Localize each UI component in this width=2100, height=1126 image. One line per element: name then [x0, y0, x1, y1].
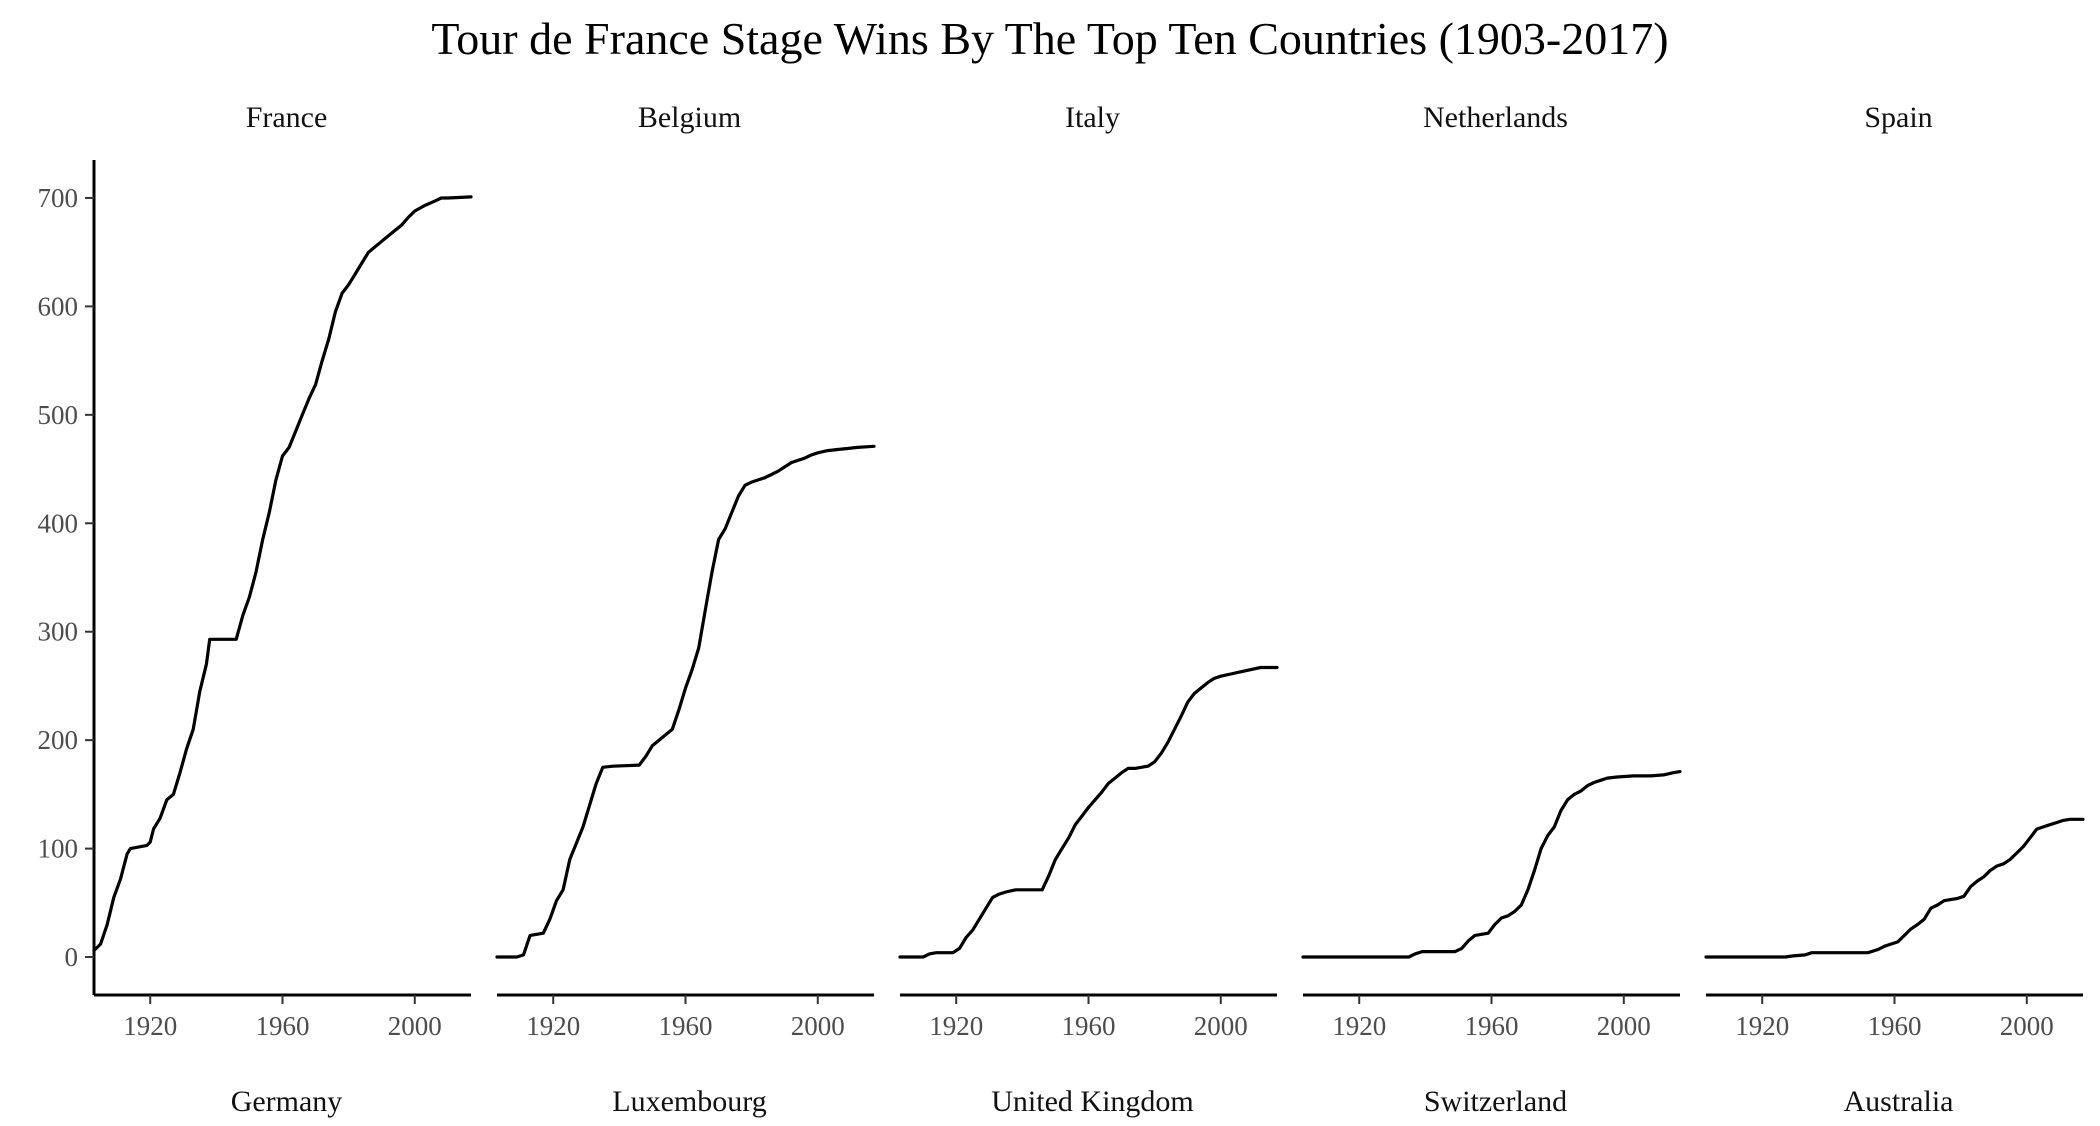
series-line	[495, 444, 876, 959]
x-tick-label: 1920	[929, 1011, 983, 1041]
facet-strip-label: Italy	[1065, 101, 1120, 134]
facet-strip-label: Luxembourg	[612, 1085, 766, 1118]
x-tick-label: 1920	[1735, 1011, 1789, 1041]
facet-panel-spain: Spain 1920 1960 2000	[1704, 101, 2085, 1041]
y-tick-label: 200	[38, 725, 79, 755]
x-tick-label: 1920	[123, 1011, 177, 1041]
x-tick-label: 2000	[1597, 1011, 1651, 1041]
facet-strip-label: Switzerland	[1424, 1085, 1567, 1118]
facet-panel-france: France 1920 1960 2000	[92, 101, 473, 1041]
x-tick-label: 2000	[1194, 1011, 1248, 1041]
y-tick-label: 500	[38, 400, 79, 430]
facet-strip-label: Belgium	[638, 101, 741, 134]
facet-strip-label: Spain	[1864, 101, 1932, 134]
x-tick-label: 2000	[791, 1011, 845, 1041]
x-tick-label: 1920	[1332, 1011, 1386, 1041]
facet-strip-label: United Kingdom	[991, 1085, 1194, 1118]
x-tick-label: 1960	[1868, 1011, 1922, 1041]
y-tick-label: 400	[38, 508, 79, 538]
facet-panel-netherlands: Netherlands 1920 1960 2000	[1301, 101, 1682, 1041]
x-tick-label: 1960	[1062, 1011, 1116, 1041]
facet-strip-label: Netherlands	[1423, 101, 1568, 134]
facet-strip-label: Germany	[231, 1085, 343, 1118]
series-line	[1704, 817, 2085, 959]
y-axis: 0 100 200 300 400 500 600 700	[38, 160, 96, 995]
x-tick-label: 1920	[526, 1011, 580, 1041]
facet-panel-belgium: Belgium 1920 1960 2000	[495, 101, 876, 1041]
y-tick-label: 600	[38, 291, 79, 321]
facet-strip-label: France	[246, 101, 328, 134]
y-tick-label: 700	[38, 183, 79, 213]
bottom-strip-labels: Germany Luxembourg United Kingdom Switzerla…	[231, 1085, 1954, 1118]
y-tick-label: 100	[38, 834, 79, 864]
x-tick-label: 1960	[1465, 1011, 1519, 1041]
facet-panel-italy: Italy 1920 1960 2000	[898, 101, 1279, 1041]
facet-strip-label: Australia	[1844, 1085, 1954, 1118]
x-tick-label: 1960	[256, 1011, 310, 1041]
y-tick-label: 300	[38, 617, 79, 647]
x-tick-label: 2000	[2000, 1011, 2054, 1041]
series-line	[92, 195, 473, 953]
series-line	[1301, 770, 1682, 959]
x-tick-label: 2000	[388, 1011, 442, 1041]
series-line	[898, 665, 1279, 959]
x-tick-label: 1960	[659, 1011, 713, 1041]
chart-title: Tour de France Stage Wins By The Top Ten…	[431, 13, 1668, 64]
y-tick-label: 0	[65, 942, 79, 972]
